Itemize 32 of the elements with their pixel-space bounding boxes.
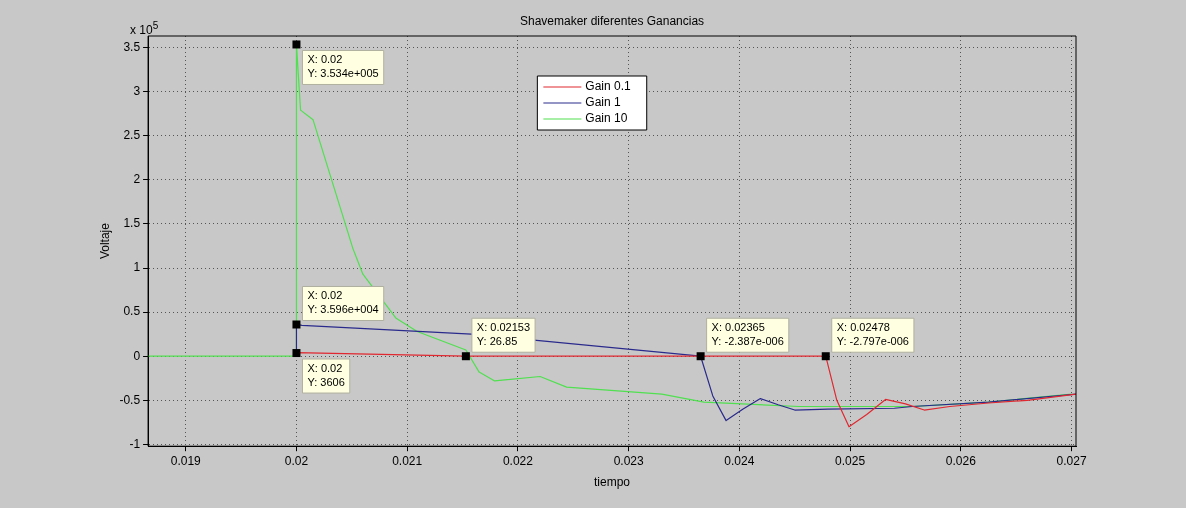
annotation: X: 0.02365 Y: -2.387e-006 (711, 320, 784, 347)
chart-title: Shavemaker diferentes Ganancias (519, 14, 705, 29)
y-tick-label: 3.5 (123, 39, 141, 54)
annotation: x 10$^{5}$ (130, 20, 159, 37)
legend-label: Gain 1 (585, 95, 622, 110)
x-tick-label: 0.024 (724, 453, 755, 468)
x-tick-label: 0.025 (835, 453, 866, 468)
y-tick-label: 1.5 (123, 216, 141, 231)
x-tick-label: 0.026 (945, 453, 977, 468)
y-tick-label: 1 (133, 260, 141, 275)
x-tick-label: 0.02 (284, 453, 309, 468)
y-tick-label: -0.5 (119, 392, 141, 407)
y-tick-label: 0.5 (123, 304, 141, 319)
x-axis-title: tiempo (594, 475, 631, 490)
x-tick-label: 0.027 (1056, 453, 1087, 468)
legend-label: Gain 10 (585, 111, 628, 126)
x-tick-label: 0.023 (613, 453, 644, 468)
x-tick-label: 0.021 (392, 453, 423, 468)
y-tick-label: -1 (129, 436, 141, 451)
annotation: X: 0.02 Y: 3606 (307, 361, 345, 388)
annotation: X: 0.02 Y: 3.596e+004 (307, 289, 379, 316)
x-tick-label: 0.022 (502, 453, 534, 468)
annotation: X: 0.02478 Y: -2.797e-006 (836, 320, 909, 347)
y-axis-title: Voltaje (97, 222, 112, 260)
y-tick-label: 2 (133, 172, 141, 187)
annotation: X: 0.02153 Y: 26.85 (476, 320, 531, 347)
y-tick-label: 0 (133, 348, 141, 363)
y-tick-label: 3 (133, 83, 141, 98)
x-tick-label: 0.019 (170, 453, 202, 468)
legend-label: Gain 0.1 (585, 79, 632, 94)
y-tick-label: 2.5 (123, 128, 141, 142)
annotation: X: 0.02 Y: 3.534e+005 (307, 53, 379, 79)
